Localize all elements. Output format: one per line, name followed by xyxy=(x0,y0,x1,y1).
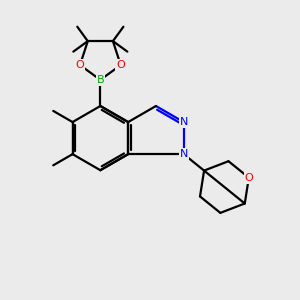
Text: O: O xyxy=(76,60,84,70)
Text: O: O xyxy=(244,173,253,183)
Text: B: B xyxy=(97,75,104,85)
Text: O: O xyxy=(116,60,125,70)
Text: N: N xyxy=(180,149,188,159)
Text: N: N xyxy=(180,117,188,127)
